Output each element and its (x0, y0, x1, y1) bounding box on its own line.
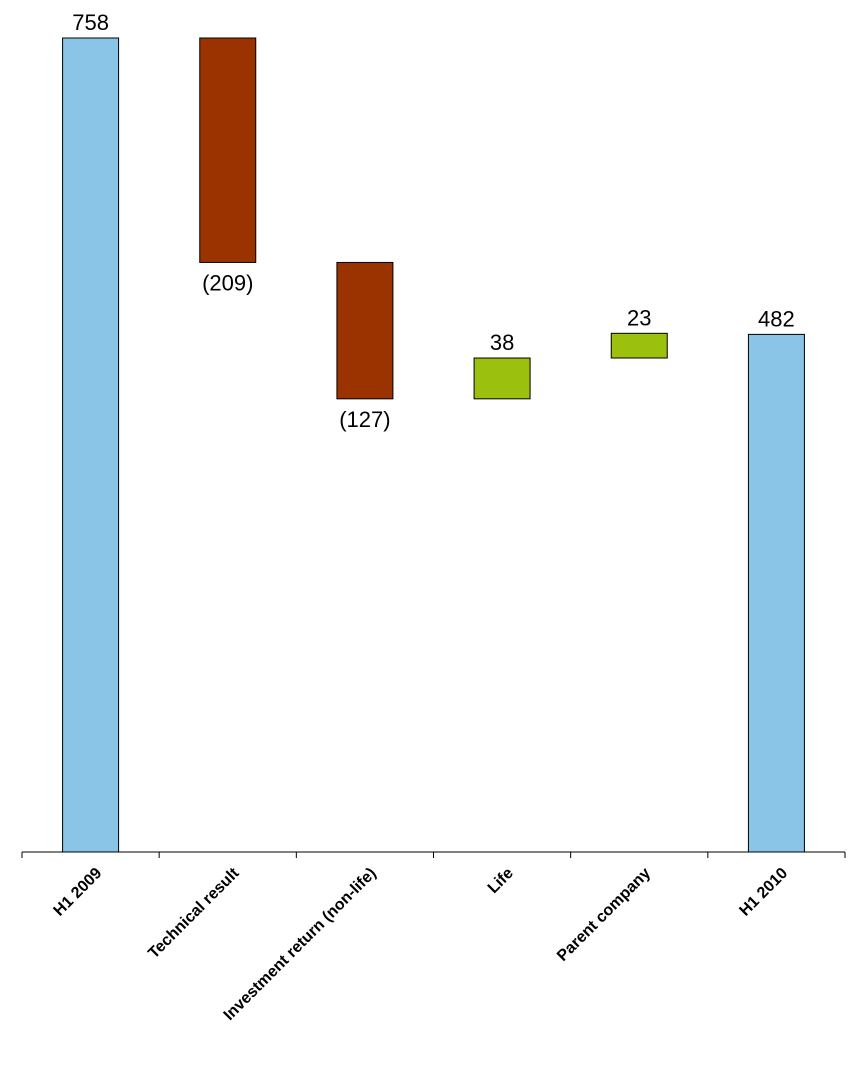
x-tick-label: Life (485, 865, 517, 897)
x-tick-label: Investment return (non-life) (221, 865, 380, 1024)
bar-h1-2010 (747, 333, 805, 853)
bar-investment-return-non-life (336, 261, 394, 400)
bar-life (473, 357, 531, 400)
x-tick-label: Parent company (554, 865, 654, 965)
x-axis-ticks (21, 852, 846, 858)
data-labels-group: 758 (209) (127) 38 23 482 (72, 10, 795, 432)
bars-group (62, 37, 805, 853)
data-label: 482 (758, 306, 795, 331)
x-tick-label: H1 2010 (736, 865, 791, 920)
data-label: 38 (490, 330, 514, 355)
data-label: 758 (72, 10, 109, 35)
data-label: (209) (202, 270, 253, 295)
bar-parent-company (610, 332, 668, 359)
data-label: (127) (339, 407, 390, 432)
bar-technical-result (199, 37, 257, 263)
x-tick-label: H1 2009 (51, 865, 106, 920)
bar-h1-2009 (62, 37, 120, 853)
data-label: 23 (627, 305, 651, 330)
x-tick-label: Technical result (145, 864, 243, 962)
